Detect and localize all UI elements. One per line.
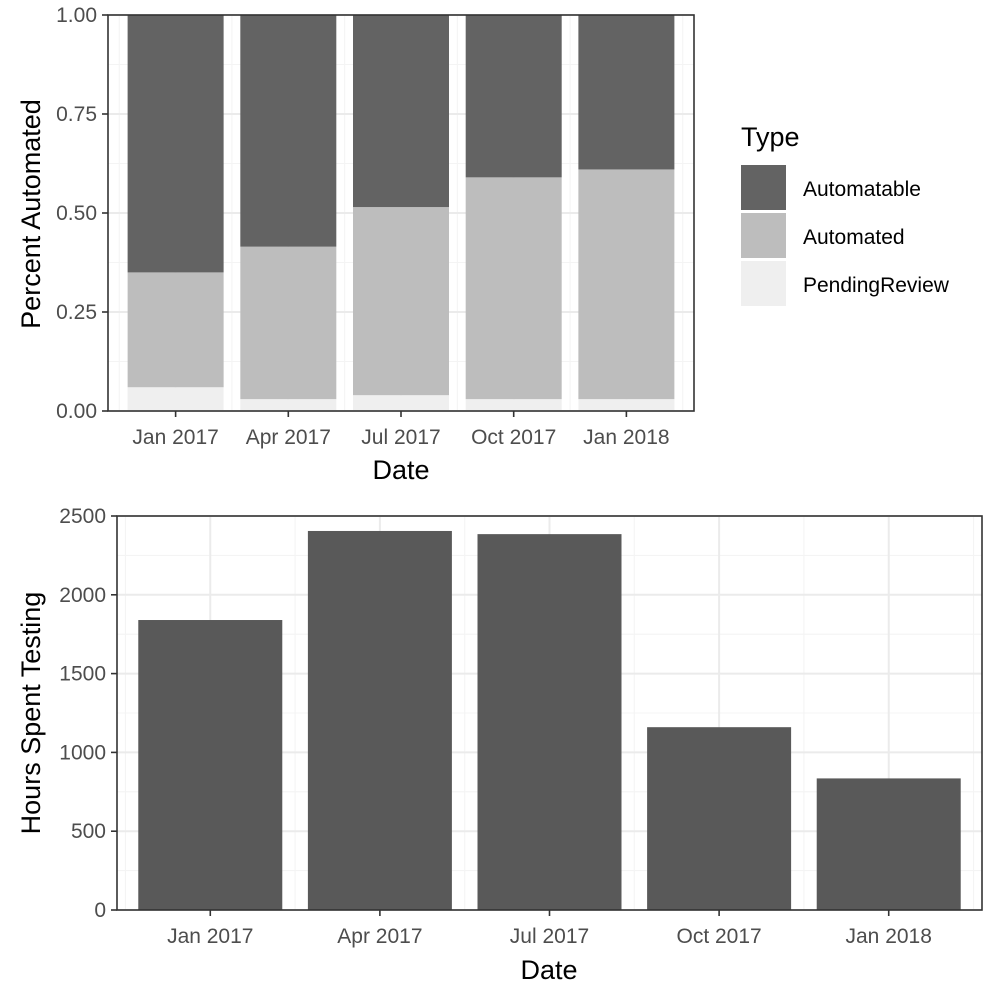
legend: Type Automatable Automated PendingReview <box>741 122 950 306</box>
bar-segment-automated <box>578 169 675 400</box>
legend-label: Automated <box>803 226 905 249</box>
bar-segment-automated <box>127 272 224 388</box>
y-tick-label: 0 <box>94 899 106 922</box>
legend-key-automatable <box>741 165 786 210</box>
hours-spent-testing-chart: 0 500 1000 1500 2000 2500 Jan 2017 Apr 2017 Jul… <box>16 505 983 985</box>
x-tick-label: Jan 2017 <box>132 426 218 449</box>
bar-segment-automatable <box>240 15 337 247</box>
legend-key-automated <box>741 213 786 258</box>
y-axis: 0.00 0.25 0.50 0.75 1.00 <box>56 4 108 423</box>
legend-title: Type <box>741 122 800 152</box>
bar <box>647 727 792 910</box>
x-tick-label: Jul 2017 <box>361 426 440 449</box>
y-tick-label: 0.00 <box>56 400 97 423</box>
legend-key-pendingreview <box>741 261 786 306</box>
x-axis-title: Date <box>372 455 429 485</box>
bar <box>138 620 283 910</box>
bar <box>477 534 622 910</box>
bar-segment-pendingreview <box>465 399 562 411</box>
bars <box>138 530 961 910</box>
x-tick-label: Jan 2017 <box>167 925 253 948</box>
y-tick-label: 0.50 <box>56 202 97 225</box>
bar-segment-automatable <box>353 15 449 208</box>
y-tick-label: 1.00 <box>56 4 97 27</box>
legend-label: Automatable <box>803 178 921 201</box>
bar-segment-automatable <box>465 15 562 178</box>
bar-segment-pendingreview <box>240 399 337 411</box>
y-tick-label: 0.75 <box>56 103 97 126</box>
x-tick-label: Oct 2017 <box>676 925 761 948</box>
bar <box>816 778 961 910</box>
bar-segment-pendingreview <box>353 395 449 411</box>
y-tick-label: 0.25 <box>56 301 97 324</box>
x-tick-label: Jul 2017 <box>510 925 589 948</box>
x-tick-label: Apr 2017 <box>337 925 422 948</box>
y-tick-label: 1500 <box>59 663 106 686</box>
bar-segment-automated <box>465 177 562 400</box>
x-tick-label: Oct 2017 <box>471 426 556 449</box>
y-tick-label: 1000 <box>59 741 106 764</box>
x-axis: Jan 2017 Apr 2017 Jul 2017 Oct 2017 Jan 2018 <box>132 411 670 449</box>
bar-segment-automatable <box>127 15 224 273</box>
bar-segment-automatable <box>578 15 675 170</box>
x-tick-label: Apr 2017 <box>246 426 331 449</box>
legend-label: PendingReview <box>803 274 950 297</box>
x-tick-label: Jan 2018 <box>846 925 932 948</box>
bar-segment-pendingreview <box>578 399 675 411</box>
percent-automated-chart: 0.00 0.25 0.50 0.75 1.00 Jan 2017 Apr 2017 Jul… <box>16 4 950 485</box>
y-axis: 0 500 1000 1500 2000 2500 <box>59 505 117 922</box>
y-tick-label: 2500 <box>59 505 106 528</box>
bar-segments <box>127 15 675 411</box>
y-tick-label: 500 <box>71 820 106 843</box>
bar-segment-pendingreview <box>127 387 224 411</box>
x-axis-title: Date <box>520 955 577 985</box>
y-tick-label: 2000 <box>59 584 106 607</box>
y-axis-title: Percent Automated <box>16 99 46 329</box>
bar-segment-automated <box>353 207 449 396</box>
x-axis: Jan 2017 Apr 2017 Jul 2017 Oct 2017 Jan 2018 <box>167 910 932 948</box>
bar <box>307 530 452 910</box>
x-tick-label: Jan 2018 <box>583 426 669 449</box>
bar-segment-automated <box>240 246 337 400</box>
y-axis-title: Hours Spent Testing <box>16 592 46 835</box>
